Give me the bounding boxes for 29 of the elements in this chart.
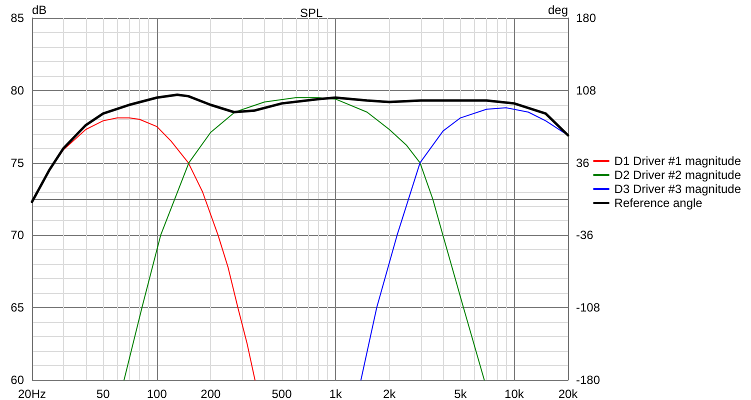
- y2-tick-label: -108: [576, 300, 600, 315]
- y2-tick-label: 180: [576, 11, 596, 25]
- y-tick-label: 70: [10, 228, 24, 242]
- y2-tick-label: -36: [576, 228, 594, 242]
- x-tick-label: 10k: [504, 387, 525, 400]
- x-tick-label: 20k: [558, 387, 579, 400]
- x-tick-label: 200: [200, 387, 221, 400]
- x-tick-label: 5k: [454, 387, 468, 400]
- legend-label: D1 Driver #1 magnitude: [614, 154, 742, 168]
- x-tick-label: 2k: [382, 387, 397, 400]
- y2-axis-title: deg: [548, 3, 568, 17]
- legend-label: D3 Driver #3 magnitude: [614, 182, 742, 196]
- y-tick-label: 75: [10, 156, 24, 170]
- x-tick-label: 500: [272, 387, 292, 400]
- y-tick-label: 65: [10, 300, 24, 315]
- chart-title: SPL: [300, 6, 324, 20]
- y2-tick-label: 108: [576, 83, 596, 98]
- x-tick-label: 20Hz: [18, 387, 46, 400]
- x-tick-label: 1k: [329, 387, 343, 400]
- y-tick-label: 85: [10, 11, 24, 25]
- x-tick-label: 100: [146, 387, 168, 400]
- y2-tick-label: -180: [576, 373, 600, 387]
- y-tick-label: 80: [10, 83, 24, 98]
- x-tick-label: 50: [96, 387, 110, 400]
- legend-label: Reference angle: [614, 196, 703, 210]
- y2-tick-label: 36: [576, 156, 590, 170]
- legend-label: D2 Driver #2 magnitude: [614, 168, 742, 182]
- y-axis-title: dB: [32, 3, 47, 17]
- y-tick-label: 60: [10, 373, 24, 387]
